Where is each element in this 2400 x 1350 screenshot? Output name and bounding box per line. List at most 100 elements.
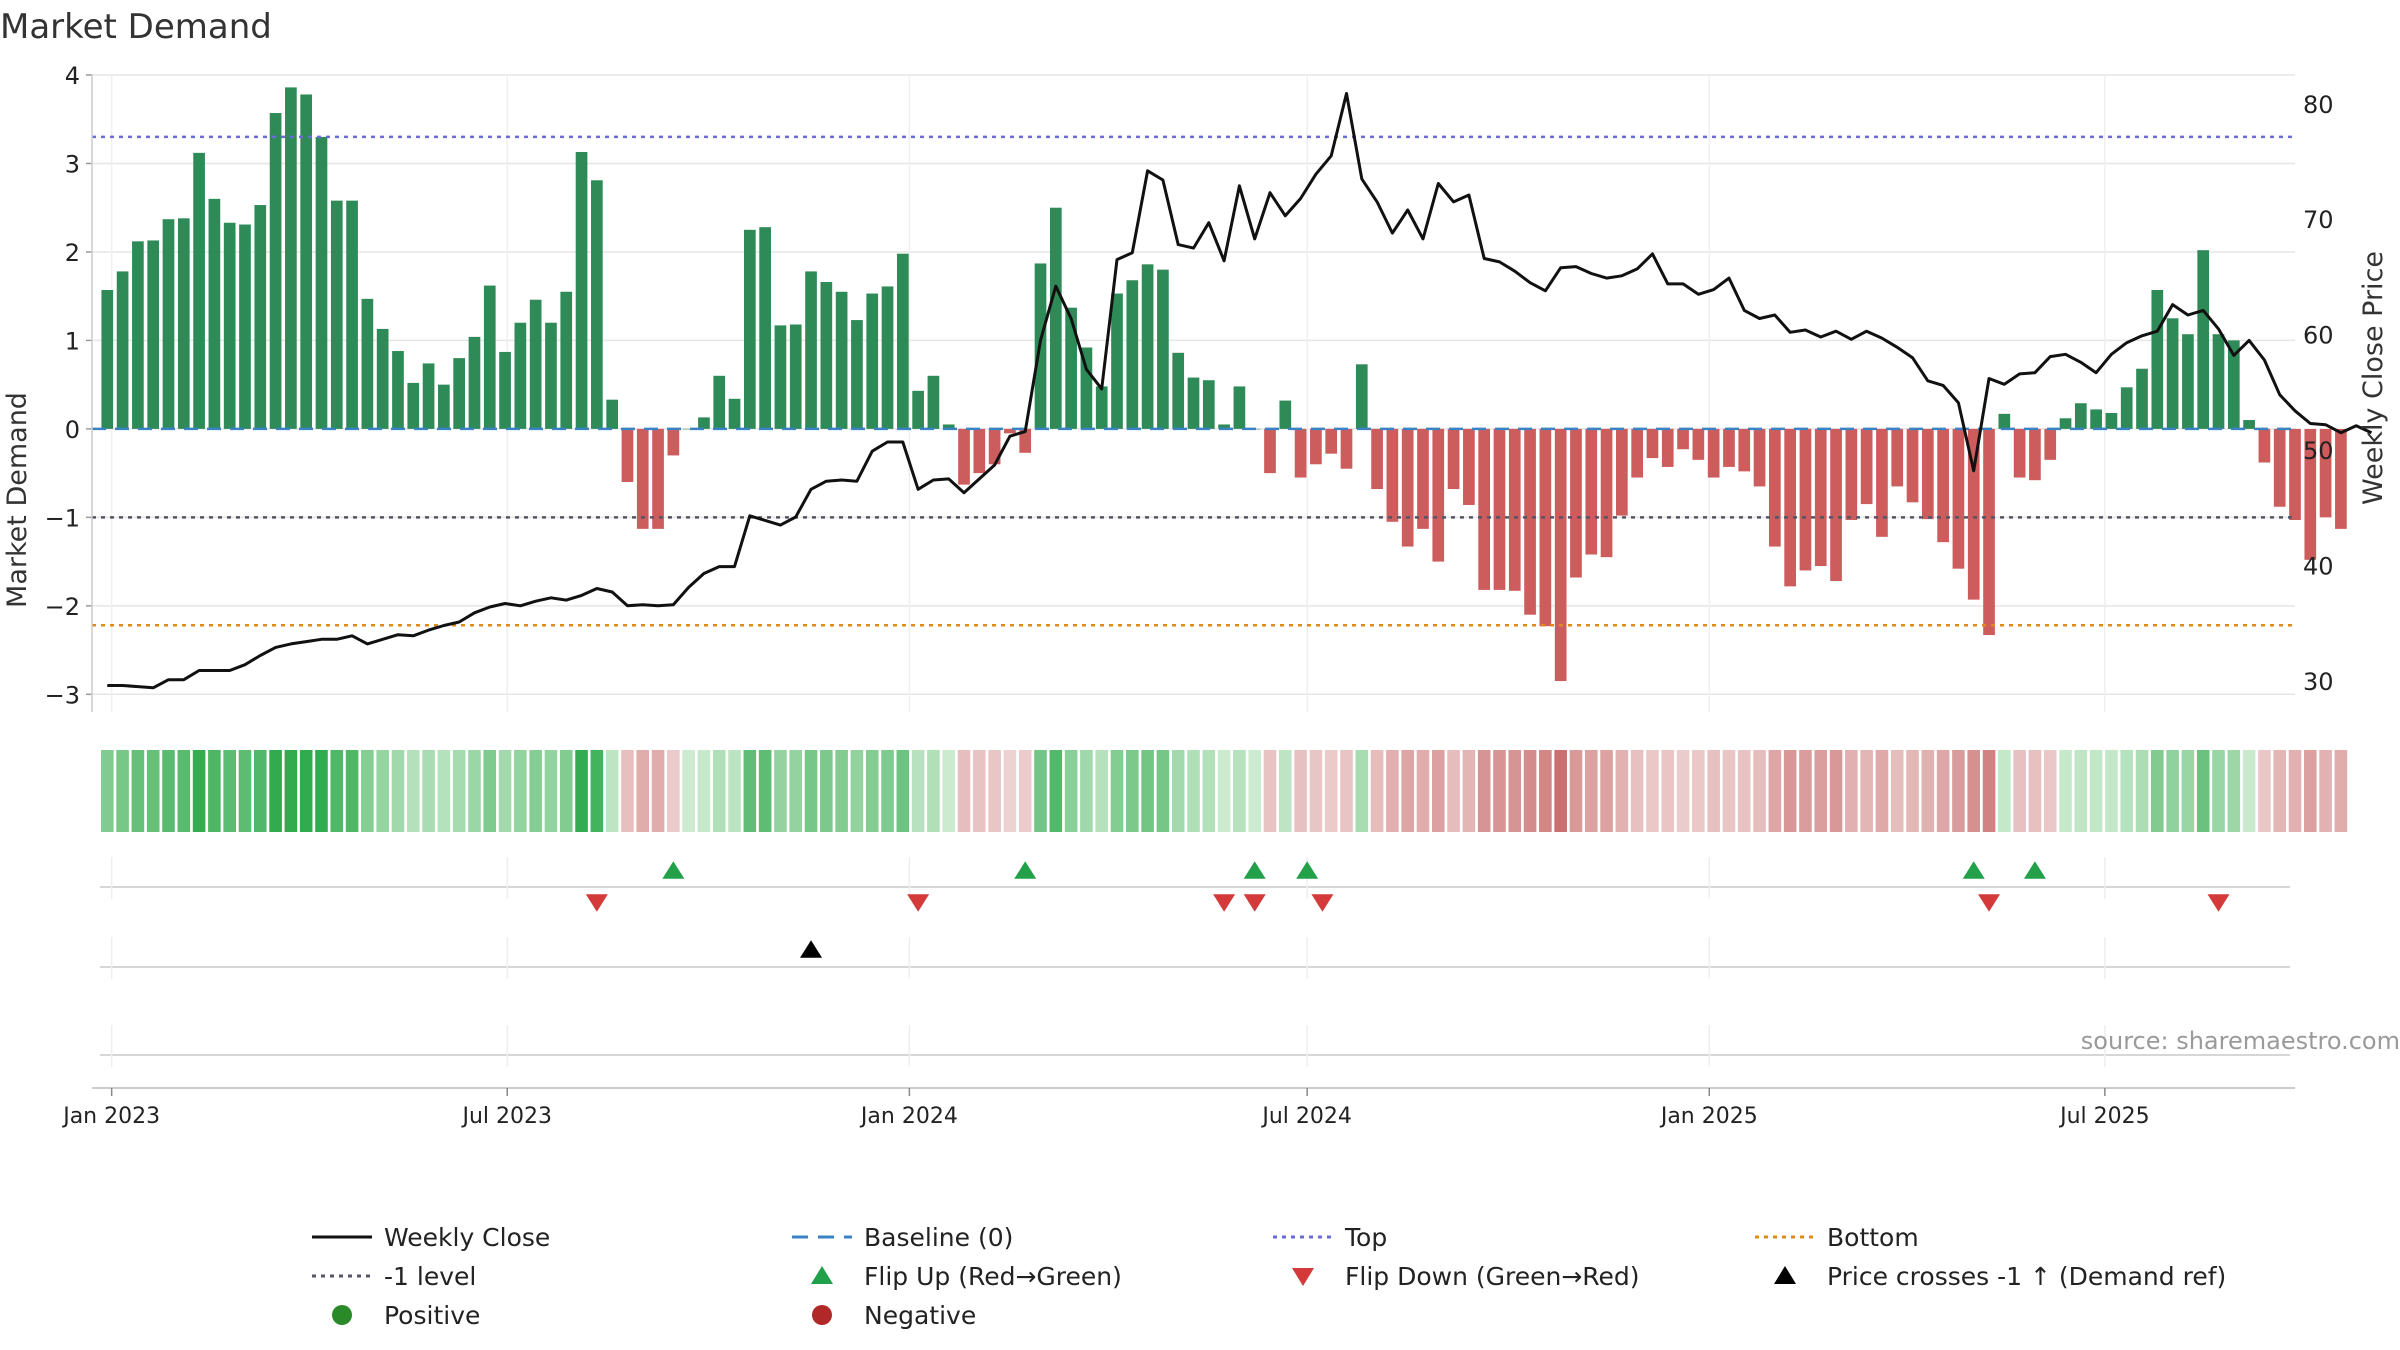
signal-markers xyxy=(100,857,2290,1067)
legend-item: Bottom xyxy=(1755,1223,1919,1252)
demand-bar xyxy=(1998,413,2011,429)
demand-strip-cell xyxy=(2334,750,2348,832)
demand-bar xyxy=(545,322,557,429)
demand-strip-cell xyxy=(269,750,282,832)
demand-strip-cell xyxy=(1370,750,1384,832)
demand-strip-cell xyxy=(544,750,558,832)
legend-label: Positive xyxy=(384,1301,480,1330)
demand-strip-cell xyxy=(2043,750,2057,832)
demand-strip-cell xyxy=(697,750,711,832)
flip-up-marker xyxy=(1243,861,1266,879)
demand-strip-cell xyxy=(2181,750,2195,832)
demand-bar xyxy=(2197,250,2210,429)
demand-bar xyxy=(1111,293,1123,429)
y-right-tick-label: 80 xyxy=(2303,91,2334,119)
demand-bar xyxy=(912,390,924,429)
demand-bar xyxy=(208,198,221,429)
demand-strip-cell xyxy=(1309,750,1323,832)
demand-bar xyxy=(1417,428,1429,529)
demand-bar xyxy=(223,222,236,429)
demand-bar xyxy=(147,240,160,429)
legend-item: Top xyxy=(1273,1223,1387,1252)
demand-bar xyxy=(483,285,496,429)
demand-bar xyxy=(682,428,695,430)
demand-strip-cell xyxy=(101,750,114,832)
demand-bar xyxy=(1876,428,1888,537)
demand-bar xyxy=(2074,403,2087,429)
demand-bar xyxy=(591,180,603,429)
demand-bar xyxy=(1738,428,1751,472)
demand-strip-cell xyxy=(2059,750,2072,832)
legend-swatch-dot xyxy=(812,1305,832,1325)
demand-strip-cell xyxy=(1768,750,1782,832)
demand-bar xyxy=(1019,428,1032,453)
demand-strip-cell xyxy=(559,750,573,832)
demand-bar xyxy=(1386,428,1399,522)
demand-bar xyxy=(927,375,940,429)
demand-bar xyxy=(1983,428,1995,636)
demand-bar xyxy=(2013,428,2026,478)
flip-up-marker xyxy=(1296,861,1319,879)
demand-bar xyxy=(1401,428,1414,547)
demand-bar xyxy=(973,428,986,474)
demand-bar xyxy=(2105,412,2118,429)
demand-strip-cell xyxy=(1447,750,1460,832)
flip-down-marker xyxy=(585,894,608,912)
demand-bar xyxy=(1172,352,1185,429)
demand-bar xyxy=(1371,428,1383,490)
demand-strip-cell xyxy=(1569,750,1583,832)
demand-bar xyxy=(468,336,481,429)
legend-swatch-dot xyxy=(332,1305,352,1325)
demand-strip-cell xyxy=(1034,750,1047,832)
demand-strip-cell xyxy=(774,750,787,832)
demand-bar xyxy=(621,428,634,482)
demand-bar xyxy=(2120,387,2133,429)
demand-strip-cell xyxy=(2105,750,2118,832)
demand-strip-cell xyxy=(1737,750,1751,832)
demand-strip-cell xyxy=(1064,750,1078,832)
demand-bar xyxy=(1784,428,1796,587)
x-axis: Jan 2023 Jul 2023 Jan 2024 Jul 2024 Jan 2025… xyxy=(61,1087,2295,1129)
demand-strip-cell xyxy=(2151,750,2164,832)
x-tick-label: Jan 2025 xyxy=(1659,1104,1758,1129)
legend-label: Price crosses -1 ↑ (Demand ref) xyxy=(1827,1262,2226,1291)
demand-bar xyxy=(1707,428,1720,478)
demand-bar xyxy=(1080,347,1093,429)
demand-strip-cell xyxy=(192,750,206,832)
legend-label: Top xyxy=(1344,1223,1387,1252)
demand-strip-cell xyxy=(2288,750,2302,832)
demand-strip-cell xyxy=(1416,750,1430,832)
demand-bar xyxy=(2304,428,2317,560)
demand-strip-cell xyxy=(2196,750,2210,832)
demand-bar xyxy=(285,87,297,429)
demand-bar xyxy=(881,286,894,429)
demand-strip-cell xyxy=(345,750,359,832)
demand-bar xyxy=(2227,340,2240,429)
demand-bar xyxy=(101,289,114,429)
demand-strip-cell xyxy=(927,750,940,832)
demand-strip-cell xyxy=(2120,750,2134,832)
y-left-tick-label: −3 xyxy=(45,681,80,709)
demand-strip-cell xyxy=(1233,750,1246,832)
weekly-close-path xyxy=(107,92,2373,690)
demand-strip-cell xyxy=(1707,750,1720,832)
demand-bar xyxy=(2319,428,2332,518)
demand-strip-cell xyxy=(1875,750,1889,832)
demand-bar xyxy=(606,399,618,429)
weekly-close-line xyxy=(107,92,2373,690)
demand-bar xyxy=(1524,428,1536,615)
legend-item: Weekly Close xyxy=(312,1223,550,1252)
demand-bar xyxy=(254,205,267,429)
x-tick-label: Jul 2023 xyxy=(460,1104,552,1129)
demand-bar xyxy=(1830,428,1842,582)
y-left-tick-label: 2 xyxy=(65,239,80,267)
demand-bar xyxy=(2243,420,2255,429)
y-left-tick-label: −1 xyxy=(45,504,80,532)
demand-strip-cell xyxy=(406,750,420,832)
demand-strip-cell xyxy=(712,750,726,832)
demand-bar xyxy=(1157,269,1169,429)
demand-strip-cell xyxy=(2166,750,2179,832)
demand-bar xyxy=(1646,428,1659,459)
flip-up-marker xyxy=(662,861,685,879)
demand-strip-cell xyxy=(1845,750,1858,832)
